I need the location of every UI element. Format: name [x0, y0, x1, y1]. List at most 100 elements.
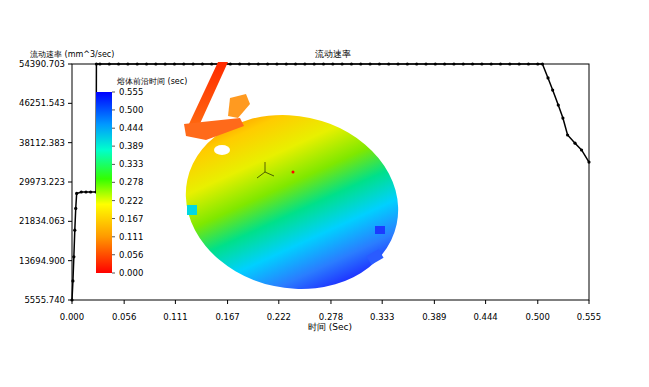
data-point	[201, 62, 204, 65]
colorbar-tick-label: 0.167	[119, 214, 143, 224]
data-point	[551, 88, 554, 91]
x-tick-label: 0.278	[319, 312, 343, 322]
x-tick	[330, 300, 331, 304]
part-model	[169, 62, 414, 308]
data-point	[557, 103, 560, 106]
data-point	[313, 62, 316, 65]
colorbar-tick	[112, 92, 115, 93]
data-point	[285, 62, 288, 65]
data-point	[368, 62, 371, 65]
colorbar-tick-label: 0.000	[119, 268, 143, 278]
data-point	[573, 142, 576, 145]
y-tick	[68, 103, 72, 104]
data-point	[546, 76, 549, 79]
data-point	[210, 62, 213, 65]
data-point	[80, 190, 83, 193]
x-tick-label: 0.222	[267, 312, 291, 322]
x-tick-label: 0.444	[473, 312, 497, 322]
colorbar-tick	[112, 109, 115, 110]
data-point	[191, 62, 194, 65]
data-point	[257, 62, 260, 65]
data-point	[182, 62, 185, 65]
data-point	[145, 62, 148, 65]
data-point	[462, 62, 465, 65]
data-point	[303, 62, 306, 65]
y-tick	[68, 221, 72, 222]
colorbar-tick-label: 0.389	[119, 141, 143, 151]
data-point	[490, 62, 493, 65]
chart-title: 流动速率	[315, 49, 351, 59]
data-point	[173, 62, 176, 65]
y-tick-label: 29973.223	[19, 177, 65, 187]
part-tab	[366, 249, 383, 265]
x-tick-label: 0.500	[526, 312, 550, 322]
data-point	[136, 62, 139, 65]
data-point	[154, 62, 157, 65]
y-tick	[68, 142, 72, 143]
data-point	[247, 62, 250, 65]
colorbar-tick-label: 0.555	[119, 87, 143, 97]
data-point	[434, 62, 437, 65]
colorbar-tick	[112, 182, 115, 183]
part-tab	[375, 226, 385, 234]
data-point	[541, 62, 544, 65]
sprue	[188, 62, 228, 128]
colorbar-tick	[112, 218, 115, 219]
data-point	[480, 62, 483, 65]
data-point	[84, 190, 87, 193]
data-point	[396, 62, 399, 65]
colorbar-tick	[112, 200, 115, 201]
y-axis-label: 流动速率 (mm^3/sec)	[30, 50, 114, 59]
x-tick	[382, 300, 383, 304]
data-point	[378, 62, 381, 65]
data-point	[164, 62, 167, 65]
x-tick	[485, 300, 486, 304]
y-tick	[68, 182, 72, 183]
data-point	[536, 62, 539, 65]
y-tick-label: 13694.900	[19, 256, 65, 266]
data-point	[415, 62, 418, 65]
y-tick-label: 5555.740	[24, 295, 65, 305]
data-point	[566, 133, 569, 136]
colorbar-label: 熔体前沿时间 (sec)	[117, 77, 187, 86]
data-point	[508, 62, 511, 65]
y-tick	[68, 64, 72, 65]
triad	[265, 162, 266, 172]
x-tick-label: 0.389	[422, 312, 446, 322]
colorbar-tick	[112, 164, 115, 165]
data-point	[275, 62, 278, 65]
colorbar-tick-label: 0.222	[119, 196, 143, 206]
data-point	[75, 192, 78, 195]
data-point	[238, 62, 241, 65]
data-point	[518, 62, 521, 65]
data-point	[561, 116, 564, 119]
data-point	[527, 62, 530, 65]
y-tick	[68, 260, 72, 261]
data-point	[443, 62, 446, 65]
colorbar	[96, 92, 112, 273]
data-point	[74, 207, 77, 210]
data-point	[350, 62, 353, 65]
x-tick-label: 0.000	[60, 312, 84, 322]
data-point	[587, 160, 590, 163]
data-point	[70, 298, 73, 301]
data-point	[266, 62, 269, 65]
x-tick-label: 0.555	[577, 312, 601, 322]
data-point	[117, 62, 120, 65]
x-tick	[278, 300, 279, 304]
triad	[257, 172, 265, 178]
x-tick	[589, 300, 590, 304]
x-tick	[537, 300, 538, 304]
colorbar-tick-label: 0.111	[119, 232, 143, 242]
x-tick-label: 0.333	[370, 312, 394, 322]
data-point	[294, 62, 297, 65]
x-tick	[227, 300, 228, 304]
data-point	[406, 62, 409, 65]
triad	[265, 172, 274, 176]
data-point	[424, 62, 427, 65]
data-point	[471, 62, 474, 65]
part-body	[169, 96, 414, 309]
data-point	[108, 62, 111, 65]
colorbar-tick	[112, 236, 115, 237]
data-point	[341, 62, 344, 65]
